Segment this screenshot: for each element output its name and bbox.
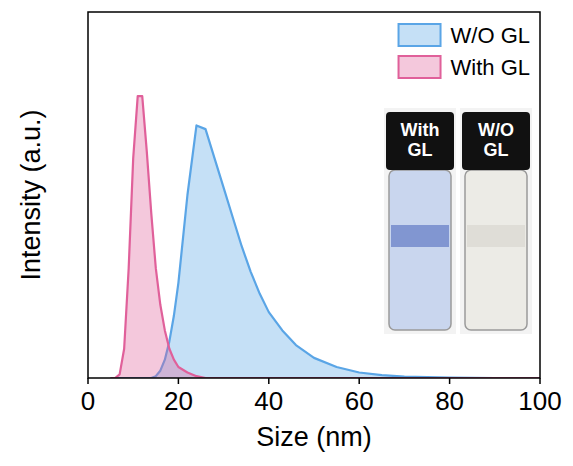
x-axis-title: Size (nm) — [256, 422, 372, 452]
vial-cap — [462, 112, 530, 170]
vial-body — [465, 170, 527, 330]
plot-frame — [88, 12, 540, 378]
x-tick — [358, 378, 360, 384]
legend-swatch — [399, 24, 441, 46]
inset-label: W/OGL — [478, 120, 514, 160]
area-fill — [111, 96, 540, 378]
x-tick-label: 40 — [254, 386, 283, 416]
vial-band — [467, 225, 525, 247]
x-tick-label: 20 — [164, 386, 193, 416]
inset-label-line: With — [401, 120, 440, 140]
x-tick — [449, 378, 451, 384]
series-line — [111, 96, 540, 378]
legend-label: W/O GL — [451, 23, 530, 48]
x-tick-label: 100 — [518, 386, 561, 416]
inset-bg — [460, 108, 532, 334]
vial-cap — [386, 112, 454, 170]
chart: 0 20 40 60 80 100 Size (nm) Intensity (a.u.) W/O… — [0, 0, 573, 466]
x-tick-label: 60 — [345, 386, 374, 416]
inset-label-line: W/O — [478, 120, 514, 140]
x-tick — [178, 378, 180, 384]
inset-label-line: GL — [408, 140, 433, 160]
x-tick — [268, 378, 270, 384]
x-tick — [87, 378, 89, 384]
inset-label-line: GL — [484, 140, 509, 160]
y-axis-title: Intensity (a.u.) — [16, 109, 46, 280]
x-tick-label: 80 — [435, 386, 464, 416]
legend: W/O GL With GL — [399, 23, 530, 80]
legend-swatch — [399, 56, 441, 78]
inset-photo: WithGLW/OGL — [384, 108, 532, 334]
legend-label: With GL — [451, 55, 530, 80]
x-tick — [539, 378, 541, 384]
x-tick-label: 0 — [81, 386, 95, 416]
series-group — [111, 96, 540, 378]
vial-band — [391, 225, 449, 247]
inset-label: WithGL — [401, 120, 440, 160]
vial-body — [389, 170, 451, 330]
inset-bg — [384, 108, 456, 334]
